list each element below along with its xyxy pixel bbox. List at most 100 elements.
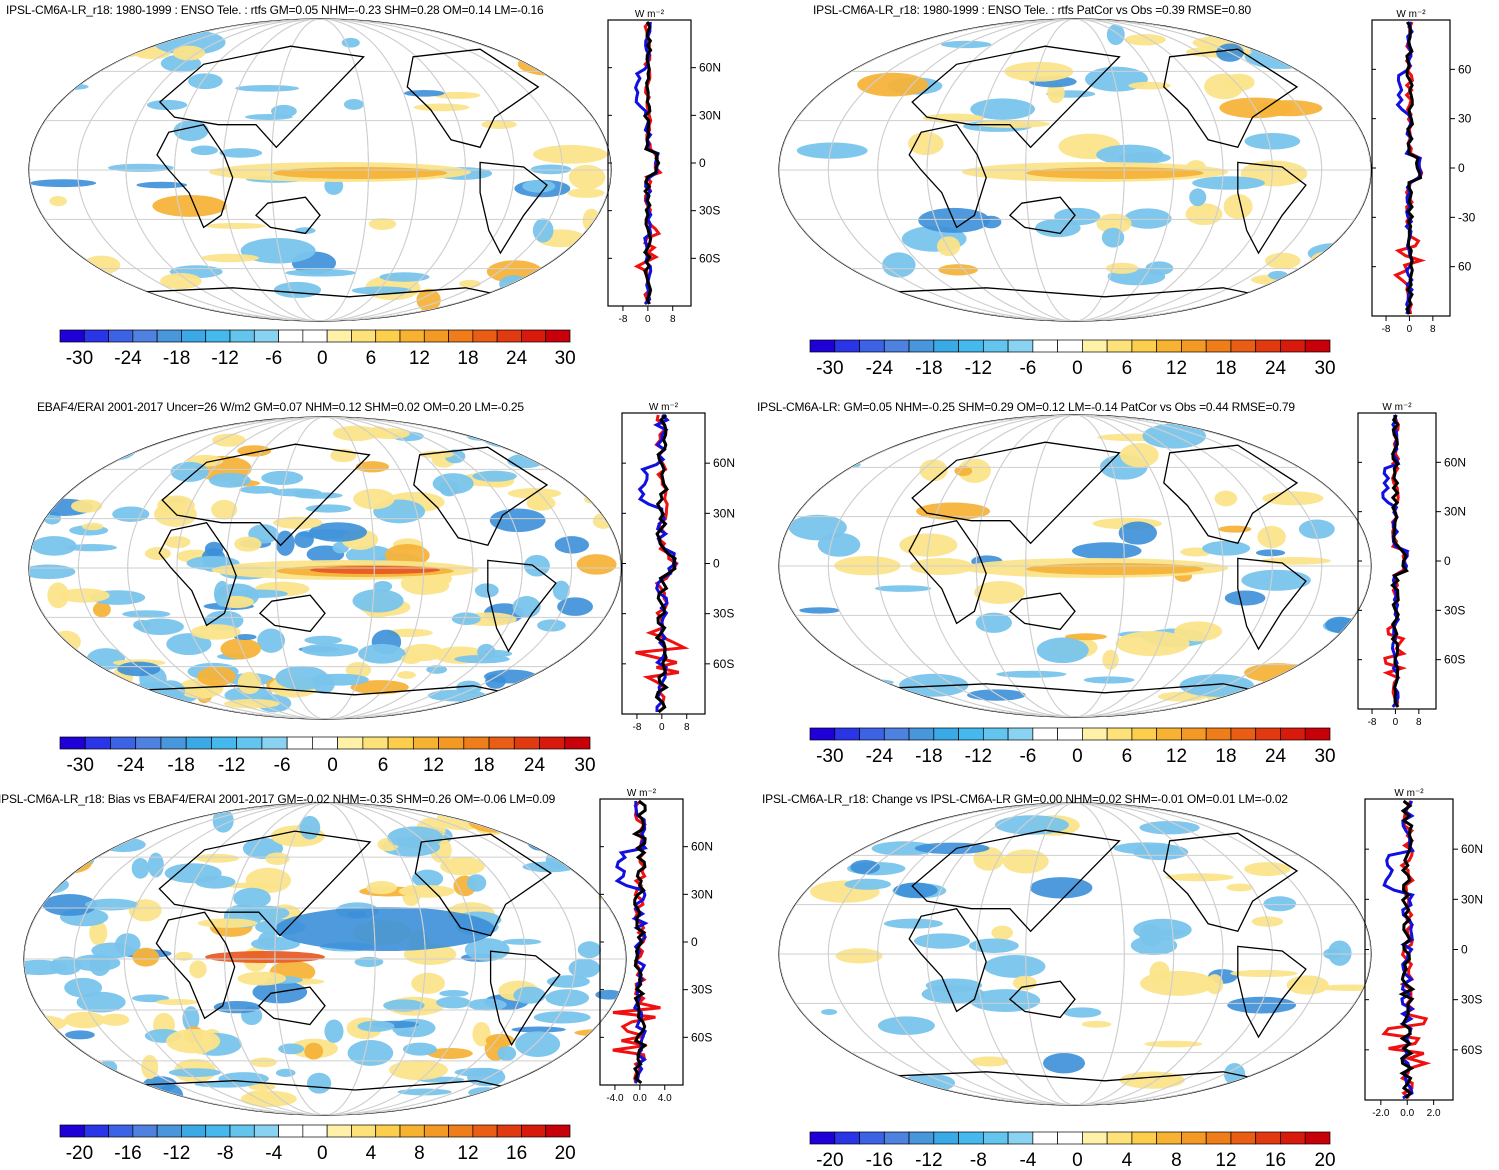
field-patch xyxy=(350,680,409,695)
field-patch xyxy=(821,1008,838,1016)
colorbar-tick-label: 0 xyxy=(317,1143,328,1163)
field-patch xyxy=(389,1059,448,1081)
field-patch xyxy=(439,990,469,997)
zonal-mean-profile: W m⁻² 60N 30N 0 30S 60S -8 0 8 xyxy=(621,402,735,733)
colorbar-tick-label: 30 xyxy=(1314,746,1335,766)
colorbar-tick-label: -18 xyxy=(915,358,942,378)
colorbar-tick-label: 8 xyxy=(1171,1150,1182,1170)
field-patch xyxy=(81,522,104,531)
field-patch xyxy=(592,512,614,529)
field-patch xyxy=(387,826,444,849)
field-patch xyxy=(1063,1007,1102,1018)
field-patch xyxy=(172,45,206,61)
colorbar-tick-label: 0 xyxy=(317,348,328,368)
colorbar-swatch xyxy=(1280,1131,1306,1145)
colorbar-swatch xyxy=(326,1124,352,1138)
colorbar-swatch xyxy=(513,736,540,750)
colorbar-swatch xyxy=(132,1124,158,1138)
lat-tick-label: 30 xyxy=(1458,112,1472,126)
field-patch xyxy=(419,450,454,459)
colorbar-swatch xyxy=(1106,339,1133,353)
robinson-map xyxy=(23,802,627,1116)
field-patch xyxy=(1189,188,1207,207)
coastline xyxy=(908,519,987,625)
lat-tick-label: 60S xyxy=(713,657,734,671)
field-patch xyxy=(373,580,393,592)
coastline xyxy=(1008,592,1076,631)
meridian xyxy=(975,803,1175,1105)
colorbar-swatch xyxy=(253,329,279,343)
meridian xyxy=(176,417,474,719)
meridian xyxy=(275,417,375,719)
field-patch xyxy=(871,841,936,856)
field-patch xyxy=(304,1042,324,1060)
colorbar-tick-label: -16 xyxy=(866,1150,893,1170)
colorbar-tick-label: 18 xyxy=(457,348,478,368)
field-patch xyxy=(882,252,916,278)
colorbar-swatch xyxy=(1304,1131,1331,1145)
field-patch xyxy=(502,1085,544,1104)
lat-tick-label: 60 xyxy=(1458,260,1472,274)
colorbar-swatch xyxy=(933,1131,959,1145)
field-patch xyxy=(913,933,971,949)
coastline xyxy=(487,559,557,653)
colorbar-swatch xyxy=(982,727,1009,741)
field-patch xyxy=(468,810,524,833)
field-patch xyxy=(975,119,1050,128)
field-patch xyxy=(65,1030,95,1040)
field-patch xyxy=(481,120,517,129)
colorbar-tick-label: 6 xyxy=(1122,358,1133,378)
colorbar-swatch xyxy=(1156,1131,1182,1145)
colorbar-swatch xyxy=(351,329,377,343)
colorbar-tick-label: 18 xyxy=(1215,746,1236,766)
field-patch xyxy=(537,675,573,702)
field-patch xyxy=(91,942,134,959)
field-patch xyxy=(34,431,73,456)
zonal-mean-profile: W m⁻² 60N 30N 0 30S 60S -2.0 0.0 2.0 xyxy=(1364,788,1483,1119)
field-patch xyxy=(416,288,441,312)
field-patch xyxy=(815,681,836,704)
colorbar: -30 -24 -18 -12 -6 0 6 12 18 24 30 xyxy=(809,339,1336,378)
lat-tick-label: 30S xyxy=(1444,603,1465,617)
field-patch xyxy=(466,874,487,892)
colorbar-tick-label: -4 xyxy=(1019,1150,1036,1170)
field-patch xyxy=(517,1073,568,1096)
colorbar-tick-label: 20 xyxy=(1314,1150,1335,1170)
field-patch xyxy=(1298,519,1335,539)
field-patch xyxy=(353,488,395,510)
field-patch xyxy=(1250,687,1286,700)
colorbar-swatch xyxy=(438,736,465,750)
meridian xyxy=(1025,803,1125,1105)
coastline xyxy=(158,521,237,627)
field-patch xyxy=(877,1016,935,1035)
colorbar-swatch xyxy=(1304,339,1331,353)
coastline xyxy=(1008,980,1076,1019)
panel-model-enso-tele: IPSL-CM6A-LR_r18: 1980-1999 : ENSO Tele.… xyxy=(0,0,740,380)
field-patch xyxy=(1227,996,1296,1014)
meridian xyxy=(125,19,515,321)
field-patch xyxy=(502,692,553,715)
field-patch xyxy=(481,424,536,449)
meridian xyxy=(827,19,1323,321)
field-patch xyxy=(182,1006,200,1032)
field-patch xyxy=(118,683,172,703)
field-patch xyxy=(1165,873,1234,882)
lat-tick-label: 60S xyxy=(691,1030,712,1044)
field-patch xyxy=(1149,961,1170,983)
meridian xyxy=(975,415,1175,717)
field-patch xyxy=(1115,630,1190,657)
colorbar-swatch xyxy=(236,736,263,750)
black-line xyxy=(1398,799,1416,1100)
colorbar-swatch xyxy=(1280,727,1306,741)
field-patch xyxy=(938,264,978,276)
colorbar-swatch xyxy=(859,1131,885,1145)
field-patch xyxy=(1224,590,1266,606)
field-patch xyxy=(1310,250,1360,271)
colorbar-swatch xyxy=(448,329,474,343)
field-patch xyxy=(305,504,352,513)
meridian xyxy=(174,803,476,1115)
field-patch xyxy=(497,1045,517,1061)
colorbar-tick-label: 30 xyxy=(1314,358,1335,378)
field-patch xyxy=(136,181,188,189)
field-patch xyxy=(1268,270,1289,280)
